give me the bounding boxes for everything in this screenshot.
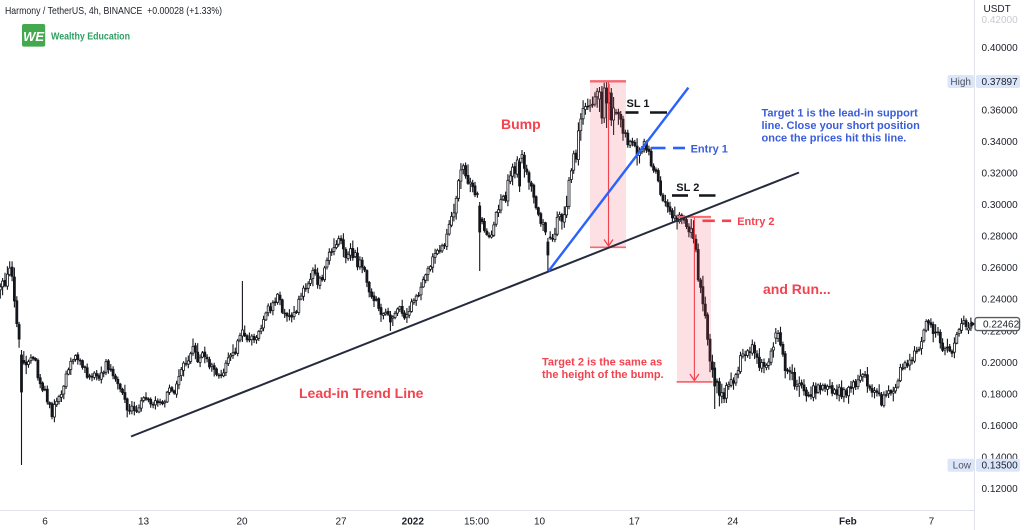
svg-text:6: 6	[42, 517, 48, 528]
svg-text:Target 2 is the same as: Target 2 is the same as	[542, 357, 662, 369]
svg-text:7: 7	[929, 517, 935, 528]
svg-text:0.30000: 0.30000	[982, 200, 1019, 211]
svg-text:Entry 1: Entry 1	[691, 144, 728, 156]
svg-text:Bump: Bump	[501, 116, 541, 132]
svg-text:0.42000: 0.42000	[982, 15, 1019, 26]
svg-text:SL 2: SL 2	[676, 182, 699, 194]
svg-text:Entry 2: Entry 2	[737, 216, 774, 228]
svg-text:0.20000: 0.20000	[982, 358, 1019, 369]
svg-text:line. Close your short positio: line. Close your short position	[762, 120, 921, 132]
svg-text:0.40000: 0.40000	[982, 43, 1019, 54]
svg-text:15:00: 15:00	[464, 517, 489, 528]
svg-text:Wealthy Education: Wealthy Education	[51, 31, 130, 43]
svg-text:Low: Low	[953, 461, 972, 472]
svg-text:0.13500: 0.13500	[982, 461, 1019, 472]
svg-text:0.18000: 0.18000	[982, 389, 1019, 400]
svg-text:0.36000: 0.36000	[982, 106, 1019, 117]
svg-text:the height of the bump.: the height of the bump.	[542, 369, 664, 381]
svg-text:24: 24	[727, 517, 739, 528]
svg-text:0.28000: 0.28000	[982, 232, 1019, 243]
svg-text:17: 17	[629, 517, 641, 528]
svg-text:Target 1 is the lead-in suppor: Target 1 is the lead-in support	[762, 108, 919, 120]
svg-text:13: 13	[138, 517, 150, 528]
svg-text:0.37897: 0.37897	[982, 77, 1019, 88]
svg-text:and Run...: and Run...	[763, 281, 831, 297]
svg-text:once the prices hit this line.: once the prices hit this line.	[762, 133, 907, 145]
svg-text:0.22462: 0.22462	[983, 320, 1020, 331]
svg-text:2022: 2022	[402, 517, 425, 528]
svg-text:0.16000: 0.16000	[982, 421, 1019, 432]
svg-text:27: 27	[335, 517, 347, 528]
svg-text:0.32000: 0.32000	[982, 169, 1019, 180]
svg-text:Feb: Feb	[839, 517, 857, 528]
svg-text:Harmony / TetherUS, 4h, BINANC: Harmony / TetherUS, 4h, BINANCE +0.00028…	[5, 5, 222, 17]
svg-text:Lead-in Trend Line: Lead-in Trend Line	[299, 385, 424, 401]
svg-text:10: 10	[534, 517, 546, 528]
svg-text:WE: WE	[23, 29, 44, 44]
svg-text:USDT: USDT	[984, 4, 1011, 15]
svg-text:0.26000: 0.26000	[982, 263, 1019, 274]
svg-text:0.12000: 0.12000	[982, 484, 1019, 495]
svg-text:20: 20	[236, 517, 248, 528]
svg-text:High: High	[950, 77, 971, 88]
svg-text:SL 1: SL 1	[627, 98, 650, 110]
svg-text:0.14000: 0.14000	[982, 452, 1019, 463]
svg-text:0.24000: 0.24000	[982, 295, 1019, 306]
svg-text:0.34000: 0.34000	[982, 137, 1019, 148]
svg-text:0.22000: 0.22000	[982, 326, 1019, 337]
